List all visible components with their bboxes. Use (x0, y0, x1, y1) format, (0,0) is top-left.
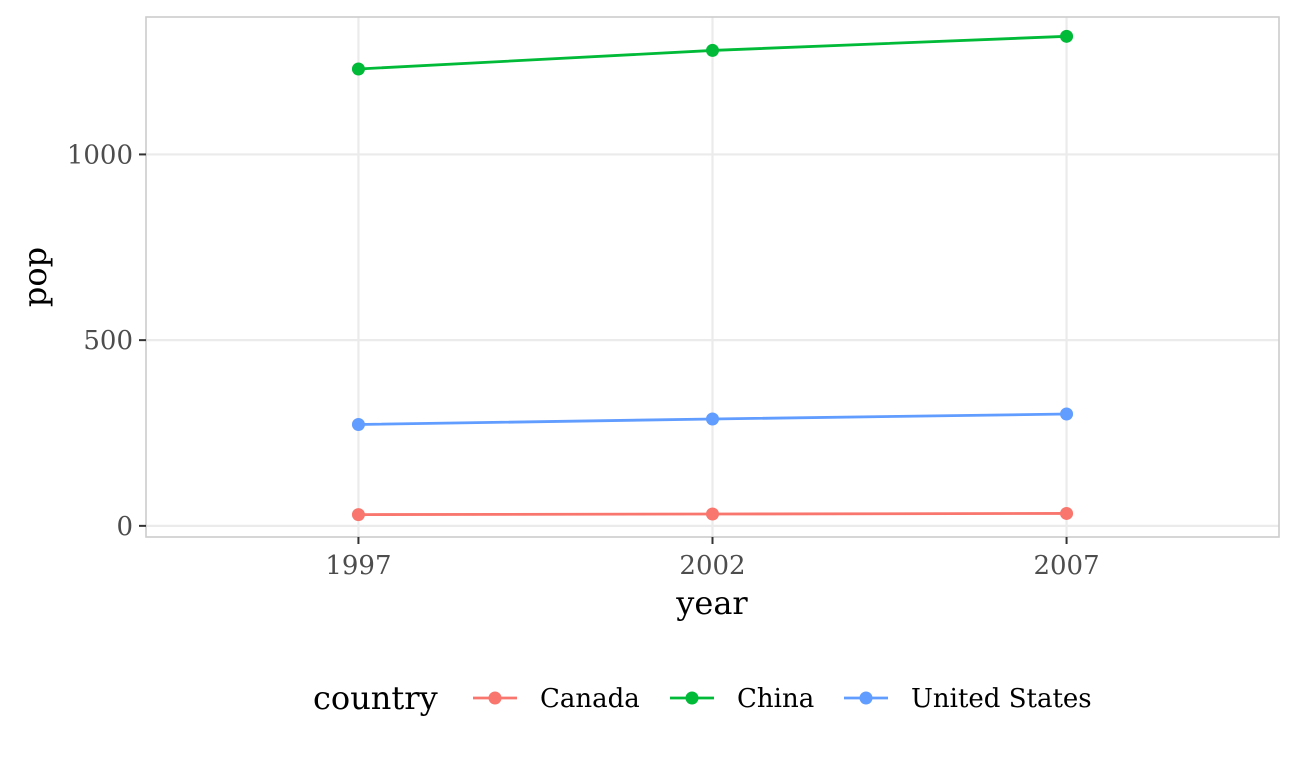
legend-label: United States (911, 684, 1092, 714)
legend-key-point (859, 691, 873, 705)
data-point-china (1060, 29, 1074, 43)
legend-label: China (737, 684, 814, 714)
series-united-states (351, 407, 1074, 431)
legend-key-point (685, 691, 699, 705)
grid (146, 17, 1279, 537)
legend-item-united-states: United States (844, 684, 1092, 714)
data-point-united-states (351, 417, 365, 431)
data-point-china (351, 62, 365, 76)
data-point-canada (706, 507, 719, 521)
legend-title: country (313, 679, 438, 717)
y-tick-label: 1000 (67, 140, 133, 170)
data-point-canada (1060, 506, 1074, 520)
data-point-united-states (1060, 407, 1074, 421)
legend-item-canada: Canada (473, 684, 640, 714)
series-china (351, 29, 1074, 76)
legend-key-point (488, 691, 502, 705)
y-tick-label: 0 (116, 512, 133, 542)
x-axis-title: year (675, 584, 748, 622)
legend-label: Canada (540, 684, 640, 714)
legend: country Canada China United States (313, 679, 1092, 717)
series-canada (351, 506, 1074, 522)
data-point-united-states (706, 412, 719, 426)
series-layer (351, 29, 1074, 522)
axes: 1997 2002 2007 0 500 1000 (67, 140, 1100, 581)
y-axis-title: pop (16, 247, 54, 307)
data-point-china (706, 43, 719, 57)
x-tick-label: 2007 (1033, 551, 1099, 581)
y-tick-label: 500 (83, 326, 133, 356)
data-point-canada (351, 508, 365, 522)
legend-item-china: China (670, 684, 814, 714)
x-tick-label: 2002 (679, 551, 745, 581)
x-tick-label: 1997 (325, 551, 391, 581)
